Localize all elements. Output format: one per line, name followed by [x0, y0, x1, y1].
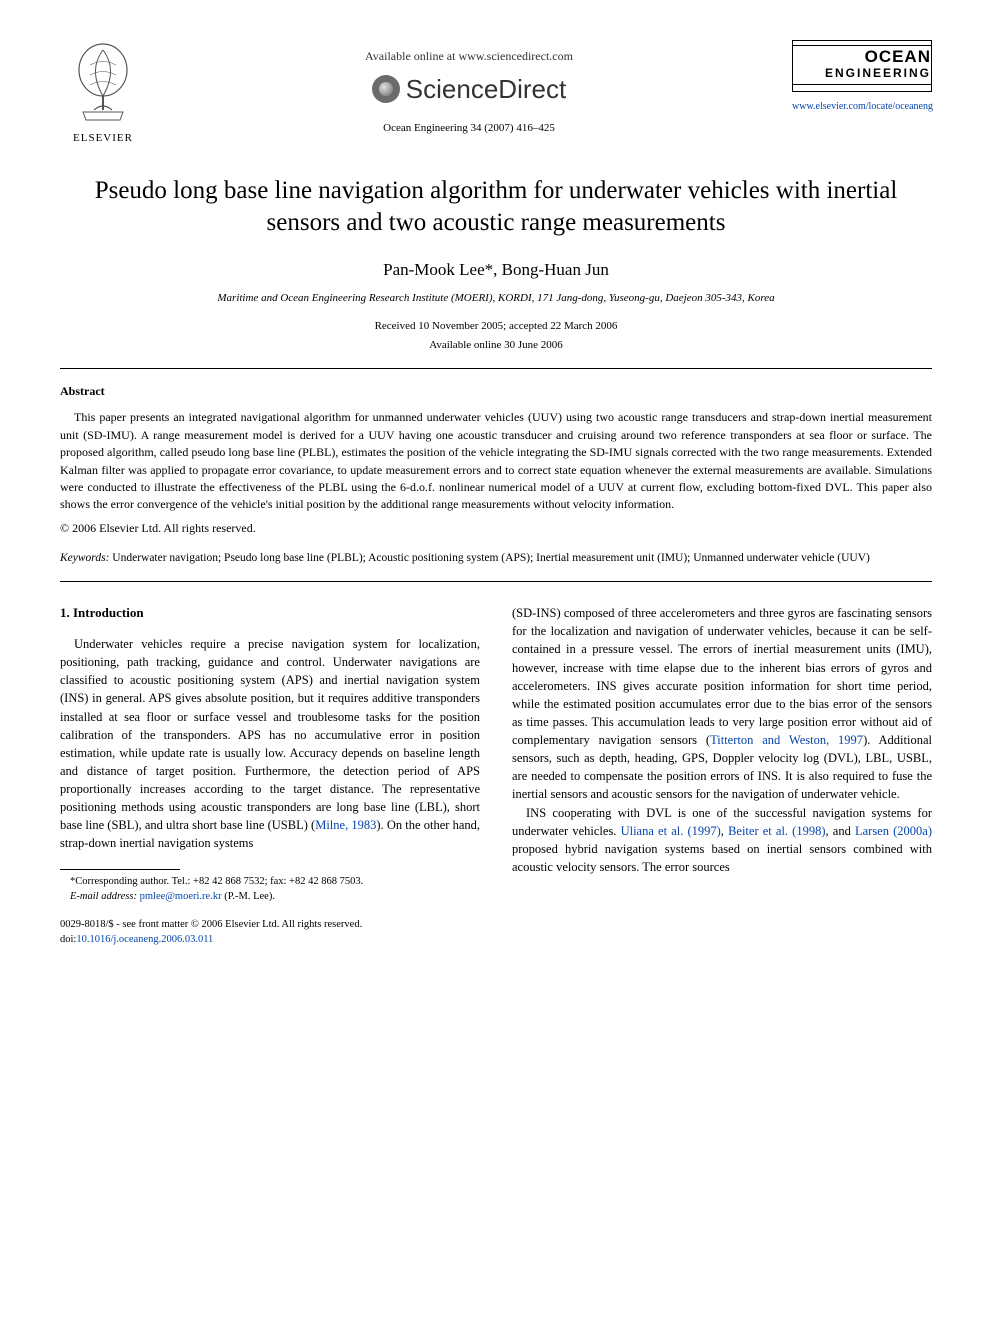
- email-footnote: E-mail address: pmlee@moeri.re.kr (P.-M.…: [60, 889, 480, 904]
- sciencedirect-globe-icon: [372, 75, 400, 103]
- received-date: Received 10 November 2005; accepted 22 M…: [60, 319, 932, 334]
- sep1: ,: [721, 824, 728, 838]
- intro-paragraph-1-cont: (SD-INS) composed of three accelerometer…: [512, 604, 932, 803]
- authors: Pan-Mook Lee*, Bong-Huan Jun: [60, 258, 932, 282]
- corresponding-author-footnote: *Corresponding author. Tel.: +82 42 868 …: [60, 874, 480, 889]
- keywords-text: Underwater navigation; Pseudo long base …: [109, 552, 869, 564]
- author-email-link[interactable]: pmlee@moeri.re.kr: [140, 891, 222, 902]
- affiliation: Maritime and Ocean Engineering Research …: [60, 291, 932, 306]
- doi-link[interactable]: 10.1016/j.oceaneng.2006.03.011: [76, 934, 213, 945]
- rule-after-keywords: [60, 581, 932, 582]
- intro-text-1a: Underwater vehicles require a precise na…: [60, 637, 480, 832]
- citation-beiter-1998[interactable]: Beiter et al. (1998): [728, 824, 825, 838]
- sciencedirect-text: ScienceDirect: [406, 71, 566, 107]
- col2-text-1a: (SD-INS) composed of three accelerometer…: [512, 606, 932, 747]
- available-online-text: Available online at www.sciencedirect.co…: [146, 48, 792, 65]
- page-header: ELSEVIER Available online at www.science…: [60, 40, 932, 147]
- intro-paragraph-1: Underwater vehicles require a precise na…: [60, 635, 480, 853]
- paper-title: Pseudo long base line navigation algorit…: [80, 175, 912, 240]
- front-matter-line: 0029-8018/$ - see front matter © 2006 El…: [60, 918, 362, 933]
- doi-line: doi:10.1016/j.oceaneng.2006.03.011: [60, 933, 362, 948]
- ocean-engineering-logo: OCEAN ENGINEERING: [792, 40, 932, 92]
- footnote-rule: [60, 869, 180, 870]
- ocean-title-line2: ENGINEERING: [793, 65, 931, 82]
- citation-uliana-1997[interactable]: Uliana et al. (1997): [621, 824, 721, 838]
- available-online-date: Available online 30 June 2006: [60, 338, 932, 353]
- citation-milne-1983[interactable]: Milne, 1983: [315, 818, 376, 832]
- journal-url-link[interactable]: www.elsevier.com/locate/oceaneng: [792, 101, 933, 112]
- elsevier-logo: ELSEVIER: [60, 40, 146, 147]
- abstract-heading: Abstract: [60, 383, 932, 400]
- doi-label: doi:: [60, 934, 76, 945]
- body-columns: 1. Introduction Underwater vehicles requ…: [60, 604, 932, 904]
- elsevier-label: ELSEVIER: [60, 131, 146, 146]
- intro-paragraph-2: INS cooperating with DVL is one of the s…: [512, 804, 932, 877]
- citation-titterton-1997[interactable]: Titterton and Weston, 1997: [710, 733, 863, 747]
- ocean-title-line1: OCEAN: [793, 48, 931, 65]
- sep2: , and: [826, 824, 855, 838]
- center-header: Available online at www.sciencedirect.co…: [146, 40, 792, 137]
- keywords-line: Keywords: Underwater navigation; Pseudo …: [60, 550, 932, 567]
- elsevier-tree-icon: [68, 40, 138, 124]
- email-label: E-mail address:: [70, 891, 137, 902]
- sciencedirect-logo: ScienceDirect: [372, 71, 566, 107]
- rule-before-abstract: [60, 368, 932, 369]
- section-1-heading: 1. Introduction: [60, 604, 480, 623]
- journal-logo-block: OCEAN ENGINEERING www.elsevier.com/locat…: [792, 40, 932, 114]
- abstract-copyright: © 2006 Elsevier Ltd. All rights reserved…: [60, 520, 932, 537]
- column-right: (SD-INS) composed of three accelerometer…: [512, 604, 932, 904]
- email-tail: (P.-M. Lee).: [222, 891, 275, 902]
- journal-reference: Ocean Engineering 34 (2007) 416–425: [146, 121, 792, 136]
- page-footer: 0029-8018/$ - see front matter © 2006 El…: [60, 918, 932, 947]
- abstract-body: This paper presents an integrated naviga…: [60, 409, 932, 513]
- keywords-label: Keywords:: [60, 552, 109, 564]
- citation-larsen-2000a[interactable]: Larsen (2000a): [855, 824, 932, 838]
- footer-left: 0029-8018/$ - see front matter © 2006 El…: [60, 918, 362, 947]
- col2-text-2b: proposed hybrid navigation systems based…: [512, 842, 932, 874]
- column-left: 1. Introduction Underwater vehicles requ…: [60, 604, 480, 904]
